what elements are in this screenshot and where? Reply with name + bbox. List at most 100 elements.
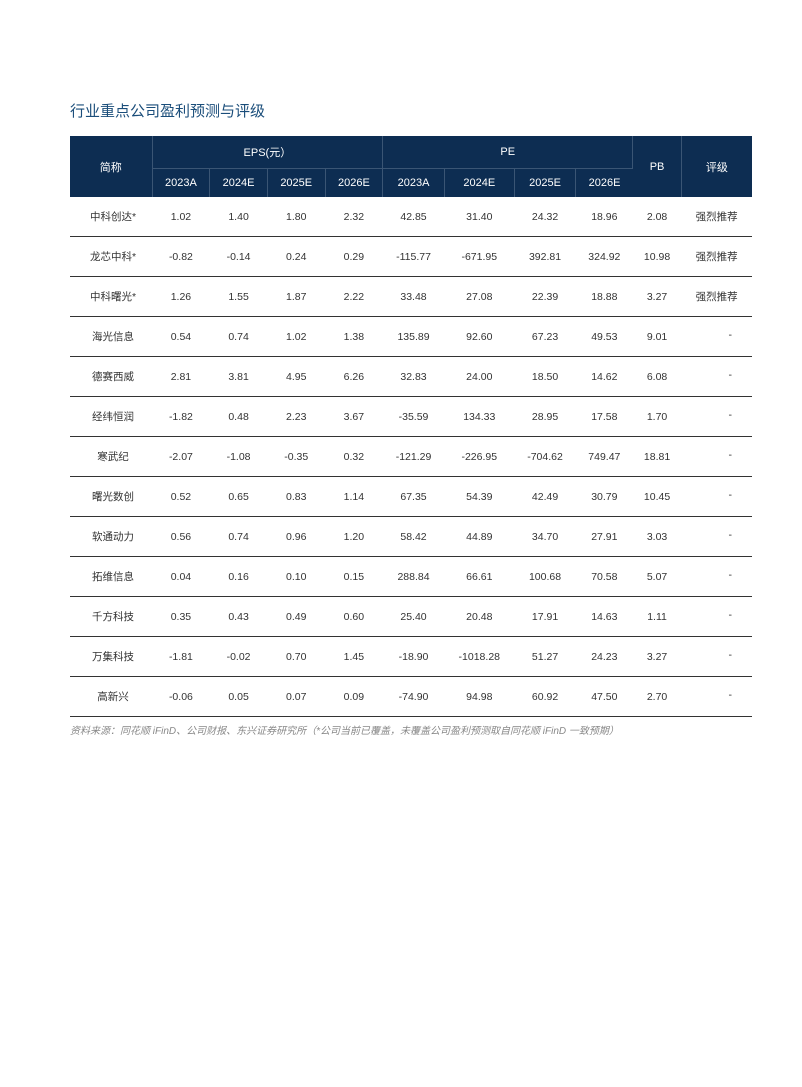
cell-pe: 94.98 bbox=[444, 677, 514, 717]
cell-eps: 1.87 bbox=[267, 277, 325, 317]
cell-eps: 0.15 bbox=[325, 557, 383, 597]
header-year-eps-1: 2024E bbox=[210, 169, 268, 198]
cell-eps: -0.82 bbox=[152, 237, 210, 277]
table-header: 简称 EPS(元） PE PB 评级 2023A 2024E 2025E 202… bbox=[70, 136, 752, 197]
cell-rating: - bbox=[681, 677, 752, 717]
cell-pe: 14.62 bbox=[576, 357, 633, 397]
cell-rating: 强烈推荐 bbox=[681, 197, 752, 237]
cell-rating: - bbox=[681, 397, 752, 437]
cell-pb: 6.08 bbox=[633, 357, 681, 397]
cell-eps: 0.65 bbox=[210, 477, 268, 517]
cell-pe: 31.40 bbox=[444, 197, 514, 237]
cell-company-name: 德赛西威 bbox=[70, 357, 152, 397]
cell-company-name: 中科创达* bbox=[70, 197, 152, 237]
cell-pb: 1.70 bbox=[633, 397, 681, 437]
cell-eps: 0.04 bbox=[152, 557, 210, 597]
cell-pe: 27.91 bbox=[576, 517, 633, 557]
cell-eps: 0.83 bbox=[267, 477, 325, 517]
cell-pe: -704.62 bbox=[514, 437, 576, 477]
cell-pe: 30.79 bbox=[576, 477, 633, 517]
cell-company-name: 软通动力 bbox=[70, 517, 152, 557]
cell-pe: 24.32 bbox=[514, 197, 576, 237]
cell-eps: 0.60 bbox=[325, 597, 383, 637]
cell-pe: 42.49 bbox=[514, 477, 576, 517]
table-row: 海光信息0.540.741.021.38135.8992.6067.2349.5… bbox=[70, 317, 752, 357]
cell-eps: 0.56 bbox=[152, 517, 210, 557]
cell-pe: 70.58 bbox=[576, 557, 633, 597]
cell-pe: -18.90 bbox=[383, 637, 445, 677]
header-year-pe-3: 2026E bbox=[576, 169, 633, 198]
cell-eps: 0.09 bbox=[325, 677, 383, 717]
cell-eps: 0.32 bbox=[325, 437, 383, 477]
cell-eps: 0.05 bbox=[210, 677, 268, 717]
header-pe: PE bbox=[383, 136, 633, 169]
earnings-forecast-table: 简称 EPS(元） PE PB 评级 2023A 2024E 2025E 202… bbox=[70, 136, 752, 717]
cell-rating: - bbox=[681, 637, 752, 677]
source-note: 资料来源：同花顺 iFinD、公司财报、东兴证券研究所（*公司当前已覆盖，未覆盖… bbox=[70, 725, 752, 739]
cell-eps: 1.14 bbox=[325, 477, 383, 517]
header-year-eps-3: 2026E bbox=[325, 169, 383, 198]
cell-pe: 67.35 bbox=[383, 477, 445, 517]
cell-pe: 49.53 bbox=[576, 317, 633, 357]
cell-company-name: 高新兴 bbox=[70, 677, 152, 717]
cell-pe: 288.84 bbox=[383, 557, 445, 597]
cell-eps: 1.45 bbox=[325, 637, 383, 677]
cell-pe: -35.59 bbox=[383, 397, 445, 437]
cell-pe: 24.00 bbox=[444, 357, 514, 397]
cell-pe: 134.33 bbox=[444, 397, 514, 437]
cell-pe: 32.83 bbox=[383, 357, 445, 397]
cell-company-name: 万集科技 bbox=[70, 637, 152, 677]
header-year-eps-2: 2025E bbox=[267, 169, 325, 198]
cell-rating: - bbox=[681, 517, 752, 557]
cell-eps: -2.07 bbox=[152, 437, 210, 477]
cell-pb: 5.07 bbox=[633, 557, 681, 597]
header-rating: 评级 bbox=[681, 136, 752, 197]
cell-eps: 2.81 bbox=[152, 357, 210, 397]
cell-pe: 17.91 bbox=[514, 597, 576, 637]
cell-company-name: 龙芯中科* bbox=[70, 237, 152, 277]
cell-eps: 3.67 bbox=[325, 397, 383, 437]
cell-pe: 392.81 bbox=[514, 237, 576, 277]
cell-pe: 54.39 bbox=[444, 477, 514, 517]
cell-eps: 1.02 bbox=[152, 197, 210, 237]
cell-eps: 2.23 bbox=[267, 397, 325, 437]
table-row: 高新兴-0.060.050.070.09-74.9094.9860.9247.5… bbox=[70, 677, 752, 717]
cell-eps: 1.26 bbox=[152, 277, 210, 317]
cell-eps: 1.40 bbox=[210, 197, 268, 237]
cell-pb: 2.08 bbox=[633, 197, 681, 237]
cell-pe: 47.50 bbox=[576, 677, 633, 717]
cell-eps: 0.74 bbox=[210, 517, 268, 557]
cell-eps: 0.52 bbox=[152, 477, 210, 517]
table-row: 万集科技-1.81-0.020.701.45-18.90-1018.2851.2… bbox=[70, 637, 752, 677]
cell-pe: 51.27 bbox=[514, 637, 576, 677]
table-row: 软通动力0.560.740.961.2058.4244.8934.7027.91… bbox=[70, 517, 752, 557]
cell-pe: 135.89 bbox=[383, 317, 445, 357]
cell-pe: -121.29 bbox=[383, 437, 445, 477]
table-body: 中科创达*1.021.401.802.3242.8531.4024.3218.9… bbox=[70, 197, 752, 717]
cell-eps: 0.16 bbox=[210, 557, 268, 597]
cell-pe: 18.96 bbox=[576, 197, 633, 237]
header-year-pe-0: 2023A bbox=[383, 169, 445, 198]
cell-pb: 3.27 bbox=[633, 277, 681, 317]
header-year-pe-1: 2024E bbox=[444, 169, 514, 198]
cell-eps: -0.14 bbox=[210, 237, 268, 277]
cell-eps: -0.06 bbox=[152, 677, 210, 717]
cell-pe: 34.70 bbox=[514, 517, 576, 557]
cell-pe: 28.95 bbox=[514, 397, 576, 437]
cell-pe: 25.40 bbox=[383, 597, 445, 637]
cell-pe: 18.88 bbox=[576, 277, 633, 317]
cell-pb: 10.98 bbox=[633, 237, 681, 277]
cell-eps: 1.38 bbox=[325, 317, 383, 357]
cell-pb: 3.27 bbox=[633, 637, 681, 677]
cell-eps: 3.81 bbox=[210, 357, 268, 397]
cell-eps: 0.10 bbox=[267, 557, 325, 597]
cell-pe: 22.39 bbox=[514, 277, 576, 317]
table-row: 德赛西威2.813.814.956.2632.8324.0018.5014.62… bbox=[70, 357, 752, 397]
cell-pe: 44.89 bbox=[444, 517, 514, 557]
section-title: 行业重点公司盈利预测与评级 bbox=[70, 100, 752, 121]
cell-eps: 0.70 bbox=[267, 637, 325, 677]
cell-pe: -74.90 bbox=[383, 677, 445, 717]
cell-pe: -226.95 bbox=[444, 437, 514, 477]
cell-eps: 0.29 bbox=[325, 237, 383, 277]
cell-rating: 强烈推荐 bbox=[681, 237, 752, 277]
